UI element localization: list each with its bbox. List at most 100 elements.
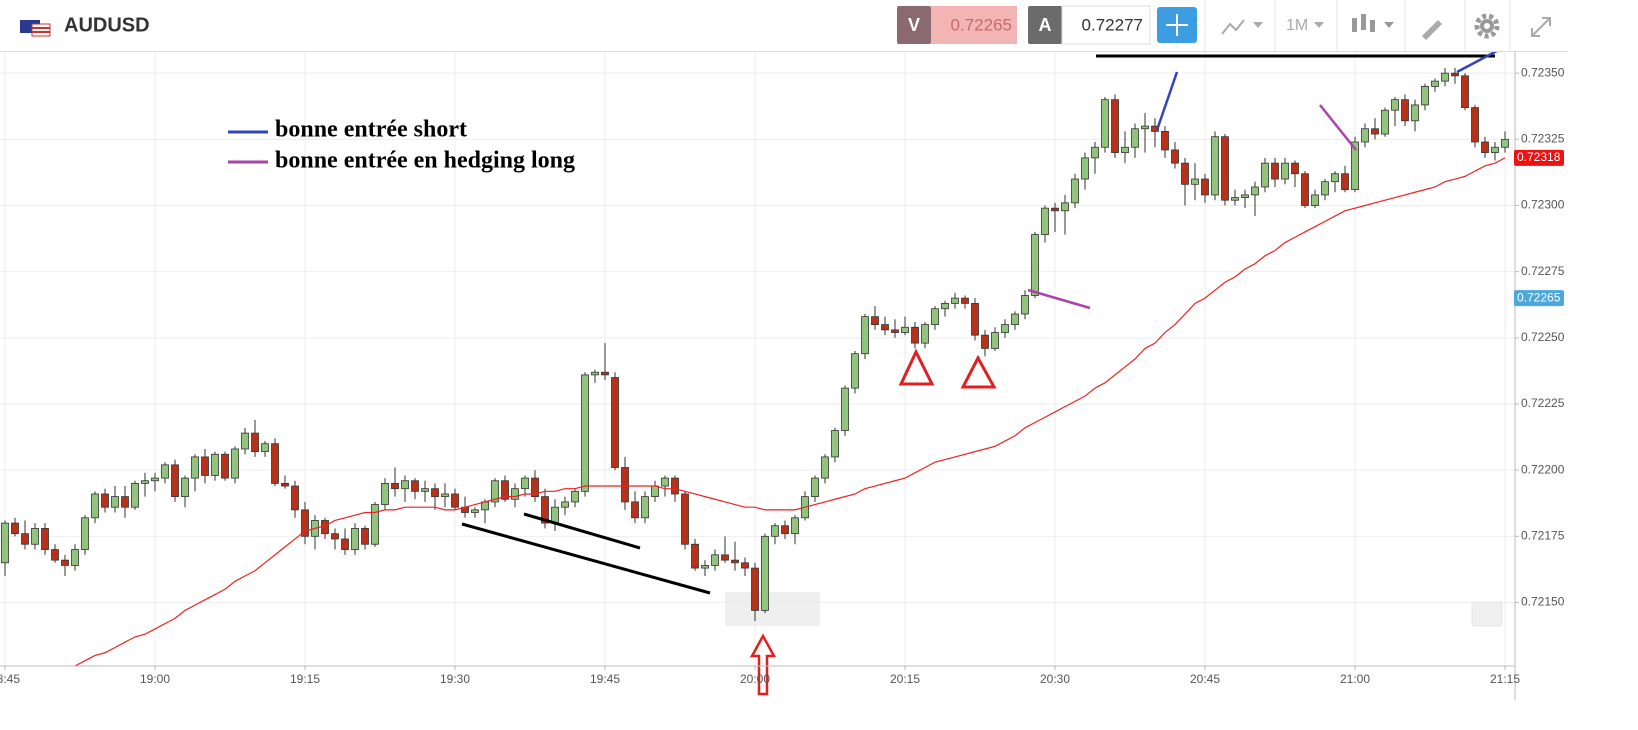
candle-body (1351, 141, 1359, 191)
symbol: AUDUSD (64, 14, 150, 36)
annotation-line (1027, 288, 1091, 310)
buy-price[interactable]: 0.72277 (1082, 15, 1143, 34)
candle-body (1041, 207, 1049, 236)
timeframe-caret[interactable] (1314, 22, 1324, 28)
candle-body (931, 308, 939, 325)
candle-body (651, 485, 659, 498)
x-tick-label: 19:45 (590, 672, 620, 686)
candle-body (201, 456, 209, 476)
candle-body (1061, 202, 1069, 212)
candle-body (1411, 104, 1419, 122)
y-tick-label: 0.72175 (1521, 528, 1565, 542)
y-tick-label: 0.72300 (1521, 198, 1565, 212)
x-tick-label: 21:00 (1340, 672, 1370, 686)
candle-body (591, 371, 599, 376)
y-tick-label: 0.72250 (1521, 330, 1565, 344)
candle-body (971, 303, 979, 336)
candle-body (61, 559, 69, 566)
candle-body (1501, 138, 1509, 148)
candle-body (551, 506, 559, 524)
candle-body (631, 501, 639, 519)
candle-body (301, 509, 309, 537)
candle-body (601, 371, 609, 376)
candle-body (51, 549, 59, 561)
candle-body (1401, 99, 1409, 122)
candle-body (181, 477, 189, 498)
candle-body (361, 527, 369, 545)
candle-body (531, 477, 539, 498)
candle-body (491, 480, 499, 503)
candle-body (231, 448, 239, 479)
chart-type-button[interactable] (1352, 14, 1394, 32)
sell-button[interactable]: V 0.72265 (897, 6, 1017, 44)
candle-body (711, 554, 719, 566)
candle-body (371, 504, 379, 545)
candle-body (911, 326, 919, 344)
candle-body (1301, 173, 1309, 206)
candle-body (1081, 157, 1089, 180)
buy-label[interactable]: A (1039, 15, 1052, 35)
y-tick-label: 0.72350 (1521, 65, 1565, 79)
candle-body (131, 482, 139, 508)
candle-body (951, 297, 959, 304)
moving-average (74, 157, 1506, 666)
candle-body (831, 430, 839, 458)
candle-body (561, 501, 569, 508)
expand-button[interactable] (1531, 17, 1551, 37)
sell-label[interactable]: V (908, 15, 920, 35)
candle-body (1341, 173, 1349, 191)
y-tick-label: 0.72150 (1521, 595, 1565, 609)
candle-body (681, 493, 689, 545)
draw-button[interactable] (1422, 20, 1442, 40)
candle-body (841, 387, 849, 431)
candle-body (101, 493, 109, 508)
candle-body (191, 456, 199, 479)
y-tick-label: 0.72275 (1521, 264, 1565, 278)
x-tick-label: 20:15 (890, 672, 920, 686)
candle-body (391, 482, 399, 490)
candle-body (1481, 141, 1489, 153)
candle-body (961, 297, 969, 304)
sell-price[interactable]: 0.72265 (951, 15, 1012, 34)
candle-body (1451, 72, 1459, 77)
highlight-box (725, 592, 820, 626)
candle-body (741, 562, 749, 569)
candle-body (701, 565, 709, 569)
candle-body (1441, 72, 1449, 82)
candle-body (81, 517, 89, 550)
x-tick-label: 20:45 (1190, 672, 1220, 686)
highlight-box (1471, 601, 1503, 627)
timeframe[interactable]: 1M (1286, 17, 1308, 34)
candle-body (1101, 99, 1109, 148)
candle-body (1361, 128, 1369, 143)
candle-body (401, 480, 409, 490)
candle-body (1391, 99, 1399, 111)
candle-body (271, 443, 279, 484)
candle-body (1191, 178, 1199, 185)
candle-body (791, 517, 799, 535)
candle-body (511, 488, 519, 500)
candle-body (571, 490, 579, 503)
candle-body (471, 509, 479, 513)
candle-body (641, 496, 649, 519)
candle-body (781, 525, 789, 535)
x-tick-label: 18:45 (0, 672, 20, 686)
candle-body (441, 493, 449, 498)
annotation-line (1155, 71, 1179, 131)
buy-button[interactable]: A 0.72277 (1028, 5, 1151, 45)
triangle-marker (898, 348, 935, 386)
candle-body (1211, 136, 1219, 196)
candle-body (501, 480, 509, 500)
candle-body (1091, 146, 1099, 159)
indicator-button[interactable] (1221, 19, 1263, 35)
price-tag-label: 0.72265 (1517, 290, 1561, 304)
candle-body (811, 477, 819, 498)
candle-body (1281, 162, 1289, 180)
candle-body (1111, 99, 1119, 153)
crosshair-button[interactable] (1157, 7, 1197, 43)
settings-button[interactable] (1474, 13, 1500, 39)
candle-body (121, 496, 129, 508)
candle-body (1121, 146, 1129, 153)
price-tag (1514, 149, 1564, 166)
